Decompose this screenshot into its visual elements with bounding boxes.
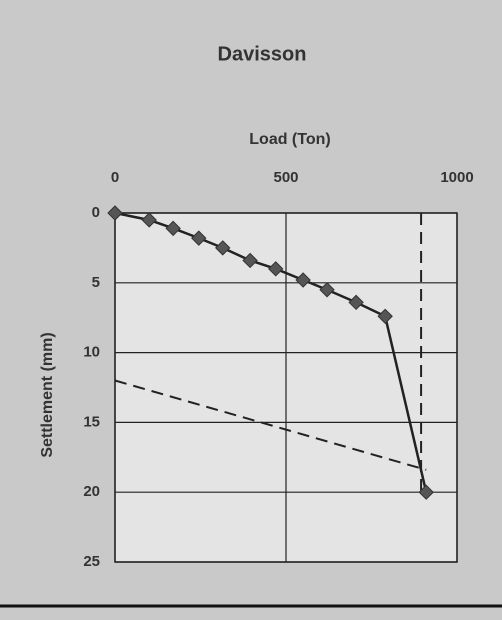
x-tick-label: 1000 [440,169,473,186]
marker [107,205,123,221]
reference-line [114,379,427,471]
marker [141,212,157,228]
marker [165,220,181,237]
marker [268,261,284,277]
marker [242,252,258,269]
y-tick-label: 20 [83,483,100,500]
y-axis-label: Settlement (mm) [39,332,56,457]
marker [191,230,207,246]
marker [319,282,335,298]
x-tick-label: 500 [273,169,298,186]
x-axis-label: Load (Ton) [249,131,330,148]
y-tick-label: 15 [83,413,100,430]
marker [348,294,364,311]
marker [377,308,393,325]
y-tick-label: 25 [83,553,100,570]
y-tick-label: 5 [92,274,100,291]
x-tick-label: 0 [111,169,119,186]
y-tick-label: 0 [92,204,100,221]
marker [295,272,311,288]
marker [215,240,231,256]
y-tick-label: 10 [83,344,100,361]
chart-title: Davisson [218,43,307,65]
marker [418,484,434,500]
